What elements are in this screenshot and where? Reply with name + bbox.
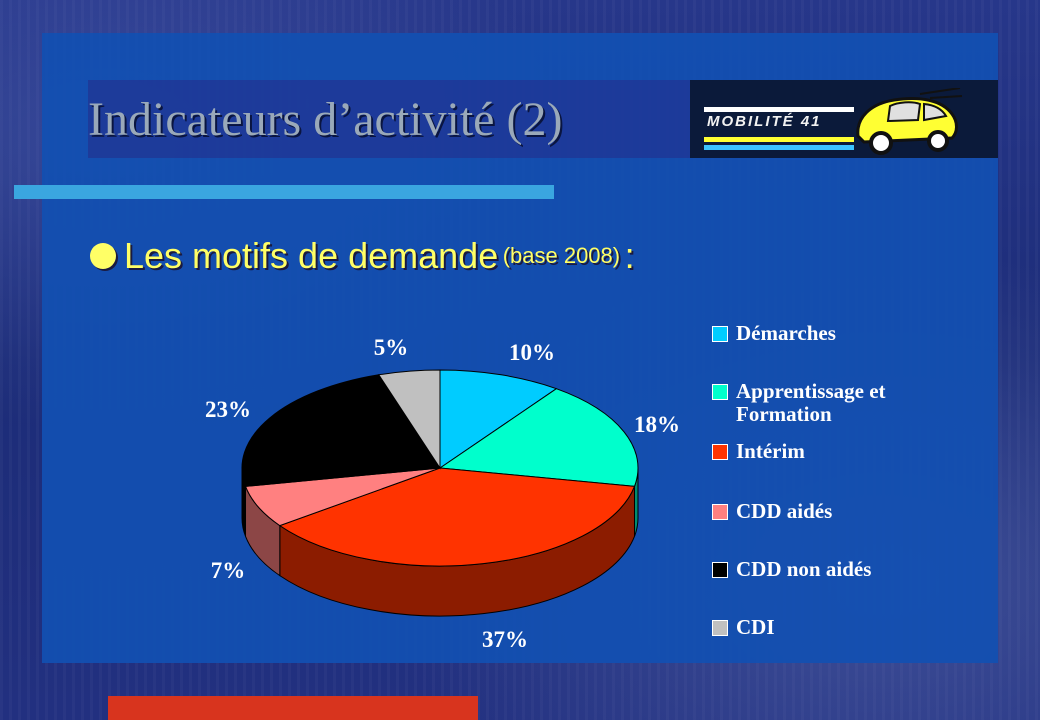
legend-item-interim: Intérim (712, 440, 805, 463)
legend-item-cdd-non-aides: CDD non aidés (712, 558, 871, 581)
bullet-colon: : (624, 235, 635, 276)
legend-label: Intérim (736, 440, 805, 463)
legend-swatch (712, 620, 728, 636)
pie-slice-apprentissage-et-formation (438, 388, 639, 487)
legend-label: Apprentissage et Formation (736, 380, 886, 426)
legend-swatch (712, 384, 728, 400)
legend-label-line1: CDD non aidés (736, 557, 872, 581)
legend-swatch (712, 562, 728, 578)
legend-label-line1: Intérim (736, 439, 805, 463)
bullet-subtext: (base 2008) (502, 243, 621, 268)
data-label-demarches: 10% (509, 340, 555, 365)
pie-slice-demarches (439, 369, 558, 469)
bullet-dot-icon (90, 243, 116, 269)
logo-stripe-blue (704, 145, 854, 150)
legend-label: CDI (736, 616, 775, 639)
logo-stripe-top (704, 107, 854, 112)
pie-slice-cdi (377, 369, 441, 470)
legend-swatch (712, 504, 728, 520)
car-icon (856, 88, 963, 155)
title-underline (14, 185, 554, 199)
data-label-apprentissage-et-formation: 18% (634, 412, 680, 437)
bullet-text: Les motifs de demande (124, 235, 499, 276)
legend-item-cdi: CDI (712, 616, 775, 639)
legend-item-apprentissage-et-formation: Apprentissage et Formation (712, 380, 886, 426)
legend-swatch (712, 326, 728, 342)
logo-stripe-yellow (704, 137, 854, 142)
legend-label: CDD aidés (736, 500, 832, 523)
legend-label-line1: Démarches (736, 321, 836, 345)
legend-label-line1: CDD aidés (736, 499, 833, 523)
data-label-cdd-non-aides: 23% (205, 397, 251, 422)
page-title: Indicateurs d’activité (2) (88, 93, 563, 146)
data-label-interim: 37% (482, 627, 528, 652)
data-label-cdi: 5% (374, 335, 409, 360)
bottom-accent-bar (108, 696, 478, 720)
legend-item-demarches: Démarches (712, 322, 836, 345)
legend-item-cdd-aides: CDD aidés (712, 500, 832, 523)
data-label-cdd-aides: 7% (211, 558, 246, 583)
legend-label: Démarches (736, 322, 836, 345)
legend-swatch (712, 444, 728, 460)
bullet-line: Les motifs de demande (base 2008) : (90, 235, 635, 277)
pie-slice-cdd-non-aides (241, 374, 441, 487)
legend-label-line2: Formation (736, 402, 832, 426)
legend-label: CDD non aidés (736, 558, 871, 581)
legend-label-line1: Apprentissage et (736, 379, 886, 403)
logo-text: MOBILITÉ 41 (707, 113, 822, 130)
legend-label-line1: CDI (736, 615, 775, 639)
pie-slice-interim (278, 467, 636, 567)
